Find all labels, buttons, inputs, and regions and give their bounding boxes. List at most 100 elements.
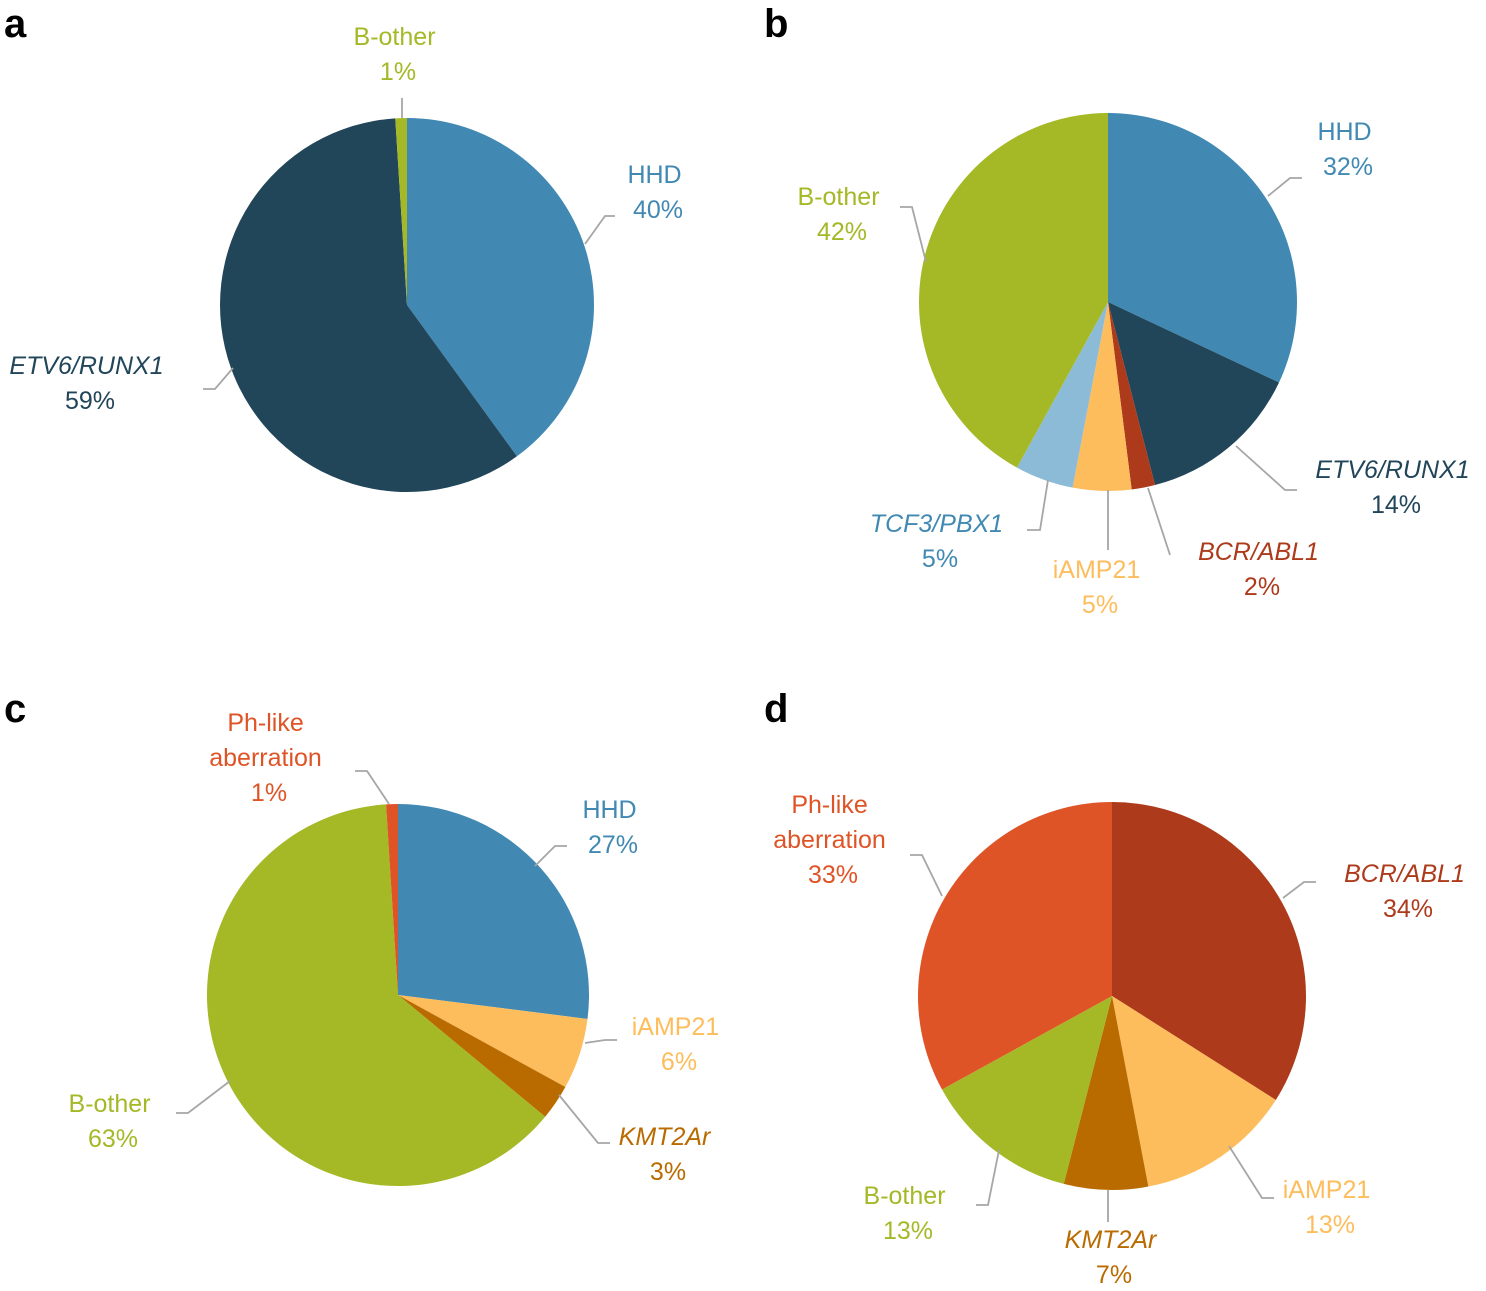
- pie-c-label-hhd: HHD 27%: [582, 796, 643, 859]
- pie-c-label-kmt2ar: KMT2Ar 3%: [619, 1123, 718, 1186]
- pie-d: BCR/ABL1 34% iAMP21 13% KMT2Ar 7% B-othe…: [773, 791, 1472, 1289]
- pie-a-label-etv6-runx1-name: ETV6/RUNX1: [9, 352, 163, 380]
- pie-c-leader-ph-like: [355, 770, 390, 805]
- pie-a-leader-hhd: [584, 215, 615, 245]
- pie-d-leader-b-other: [976, 1149, 1000, 1206]
- pie-d-leader-iamp21: [1228, 1145, 1274, 1199]
- pie-b-label-bcr-abl1-name: BCR/ABL1: [1198, 538, 1319, 566]
- pie-a-label-hhd: HHD 40%: [627, 161, 688, 224]
- pie-c-label-iamp21-name: iAMP21: [632, 1013, 720, 1041]
- pie-a-label-b-other-value: 1%: [380, 58, 416, 86]
- pie-d-label-bcr-abl1-value: 34%: [1383, 895, 1433, 923]
- pie-c-label-ph-like-line2: aberration: [209, 744, 322, 772]
- pie-b-label-iamp21: iAMP21 5%: [1053, 556, 1148, 619]
- pie-b-label-b-other-value: 42%: [817, 218, 867, 246]
- pie-d-slice-ph-like: [918, 802, 1112, 1090]
- pie-b-slices: [919, 113, 1297, 491]
- pie-d-label-b-other-value: 13%: [883, 1217, 933, 1245]
- pie-d-label-bcr-abl1-name: BCR/ABL1: [1344, 860, 1465, 888]
- pie-b-label-hhd: HHD 32%: [1317, 118, 1378, 181]
- pie-c-label-ph-like: Ph-like aberration 1%: [209, 709, 329, 807]
- pie-c-slice-ph-like: [386, 804, 398, 995]
- pie-d-leader-ph-like: [910, 854, 943, 897]
- pie-c-leader-kmt2ar: [558, 1094, 610, 1144]
- pie-c-label-kmt2ar-value: 3%: [650, 1158, 686, 1186]
- pie-c-slice-hhd: [398, 804, 589, 1019]
- pie-b-label-iamp21-value: 5%: [1082, 591, 1118, 619]
- pie-c-slices: [207, 804, 589, 1187]
- pie-d-label-kmt2ar-name: KMT2Ar: [1065, 1226, 1158, 1254]
- pie-d-label-bcr-abl1: BCR/ABL1 34%: [1344, 860, 1472, 923]
- pie-a-slice-b-other: [395, 118, 407, 305]
- pie-a-label-b-other: B-other 1%: [354, 23, 443, 86]
- pie-d-slice-bcr-abl1: [1112, 802, 1307, 1100]
- pie-c-label-b-other: B-other 63%: [69, 1090, 158, 1153]
- pie-b-label-etv6-runx1-value: 14%: [1371, 491, 1421, 519]
- pie-b-label-bcr-abl1: BCR/ABL1 2%: [1198, 538, 1326, 601]
- pie-a-label-etv6-runx1: ETV6/RUNX1 59%: [9, 352, 170, 415]
- pie-c-label-iamp21-value: 6%: [661, 1048, 697, 1076]
- panel-b-letter: b: [764, 2, 788, 46]
- pie-d-label-kmt2ar: KMT2Ar 7%: [1065, 1226, 1164, 1289]
- pie-a: HHD 40% ETV6/RUNX1 59% B-other 1%: [9, 23, 688, 493]
- pie-d-label-ph-like: Ph-like aberration 33%: [773, 791, 893, 889]
- pie-c-label-hhd-name: HHD: [582, 796, 636, 824]
- pie-c-slice-iamp21: [398, 995, 588, 1088]
- pie-c-slice-kmt2ar: [398, 995, 566, 1117]
- pie-c-label-ph-like-value: 1%: [251, 779, 287, 807]
- pie-b-leader-bcr-abl1: [1147, 487, 1171, 556]
- pie-a-label-hhd-name: HHD: [627, 161, 681, 189]
- pie-d-leader-bcr-abl1: [1282, 881, 1316, 899]
- pie-b-leader-hhd: [1267, 177, 1302, 197]
- pie-b-slice-iamp21: [1072, 302, 1132, 491]
- pie-b-label-etv6-runx1: ETV6/RUNX1 14%: [1315, 456, 1476, 519]
- pie-a-slices: [220, 118, 595, 493]
- panel-d-letter: d: [764, 687, 788, 731]
- pie-a-label-etv6-runx1-value: 59%: [65, 387, 115, 415]
- panel-c-letter: c: [4, 687, 26, 731]
- pie-b-slice-tcf3-pbx1: [1016, 302, 1108, 488]
- pie-b-label-tcf3-pbx1: TCF3/PBX1 5%: [870, 510, 1010, 573]
- pie-c-leader-hhd: [534, 845, 567, 867]
- pie-d-label-b-other-name: B-other: [864, 1182, 946, 1210]
- pie-c: HHD 27% iAMP21 6% KMT2Ar 3% B-other 63% …: [69, 709, 727, 1187]
- pie-b-slice-etv6-runx1: [1108, 302, 1280, 486]
- pie-d-slice-b-other: [942, 996, 1112, 1184]
- pie-b-slice-bcr-abl1: [1108, 302, 1155, 490]
- pie-b-slice-hhd: [1108, 113, 1297, 383]
- pie-d-label-ph-like-value: 33%: [808, 861, 858, 889]
- pie-d-label-iamp21-name: iAMP21: [1283, 1176, 1371, 1204]
- pie-c-label-b-other-value: 63%: [88, 1125, 138, 1153]
- pie-a-label-hhd-value: 40%: [633, 196, 683, 224]
- pie-b-leader-b-other: [900, 206, 927, 263]
- panel-a-letter: a: [4, 2, 27, 46]
- pie-c-label-ph-like-line1: Ph-like: [227, 709, 303, 737]
- pie-b-leader-tcf3-pbx1: [1027, 479, 1049, 531]
- pie-b-label-tcf3-pbx1-value: 5%: [922, 545, 958, 573]
- pie-c-slice-b-other: [207, 804, 546, 1187]
- pie-b-label-etv6-runx1-name: ETV6/RUNX1: [1315, 456, 1469, 484]
- pie-b-label-bcr-abl1-value: 2%: [1244, 573, 1280, 601]
- pie-b-label-tcf3-pbx1-name: TCF3/PBX1: [870, 510, 1003, 538]
- pie-c-leader-iamp21: [584, 1039, 617, 1044]
- pie-d-label-ph-like-line2: aberration: [773, 826, 886, 854]
- pie-c-leader-b-other: [176, 1080, 231, 1114]
- pie-b-slice-b-other: [919, 113, 1108, 468]
- pie-d-label-ph-like-line1: Ph-like: [791, 791, 867, 819]
- pie-a-slice-etv6-runx1: [220, 118, 517, 493]
- pie-d-slice-kmt2ar: [1063, 996, 1149, 1191]
- pie-c-label-hhd-value: 27%: [588, 831, 638, 859]
- pie-b-label-hhd-value: 32%: [1323, 153, 1373, 181]
- pie-d-label-b-other: B-other 13%: [864, 1182, 953, 1245]
- pie-d-label-kmt2ar-value: 7%: [1096, 1261, 1132, 1289]
- pie-d-slices: [918, 802, 1307, 1191]
- pie-a-slice-hhd: [407, 118, 595, 457]
- pie-c-label-b-other-name: B-other: [69, 1090, 151, 1118]
- pie-d-label-iamp21-value: 13%: [1305, 1211, 1355, 1239]
- pie-b-label-iamp21-name: iAMP21: [1053, 556, 1141, 584]
- pie-b-label-hhd-name: HHD: [1317, 118, 1371, 146]
- pie-b: HHD 32% ETV6/RUNX1 14% BCR/ABL1 2% iAMP2…: [798, 113, 1476, 619]
- pie-c-label-kmt2ar-name: KMT2Ar: [619, 1123, 712, 1151]
- pie-c-label-iamp21: iAMP21 6%: [632, 1013, 727, 1076]
